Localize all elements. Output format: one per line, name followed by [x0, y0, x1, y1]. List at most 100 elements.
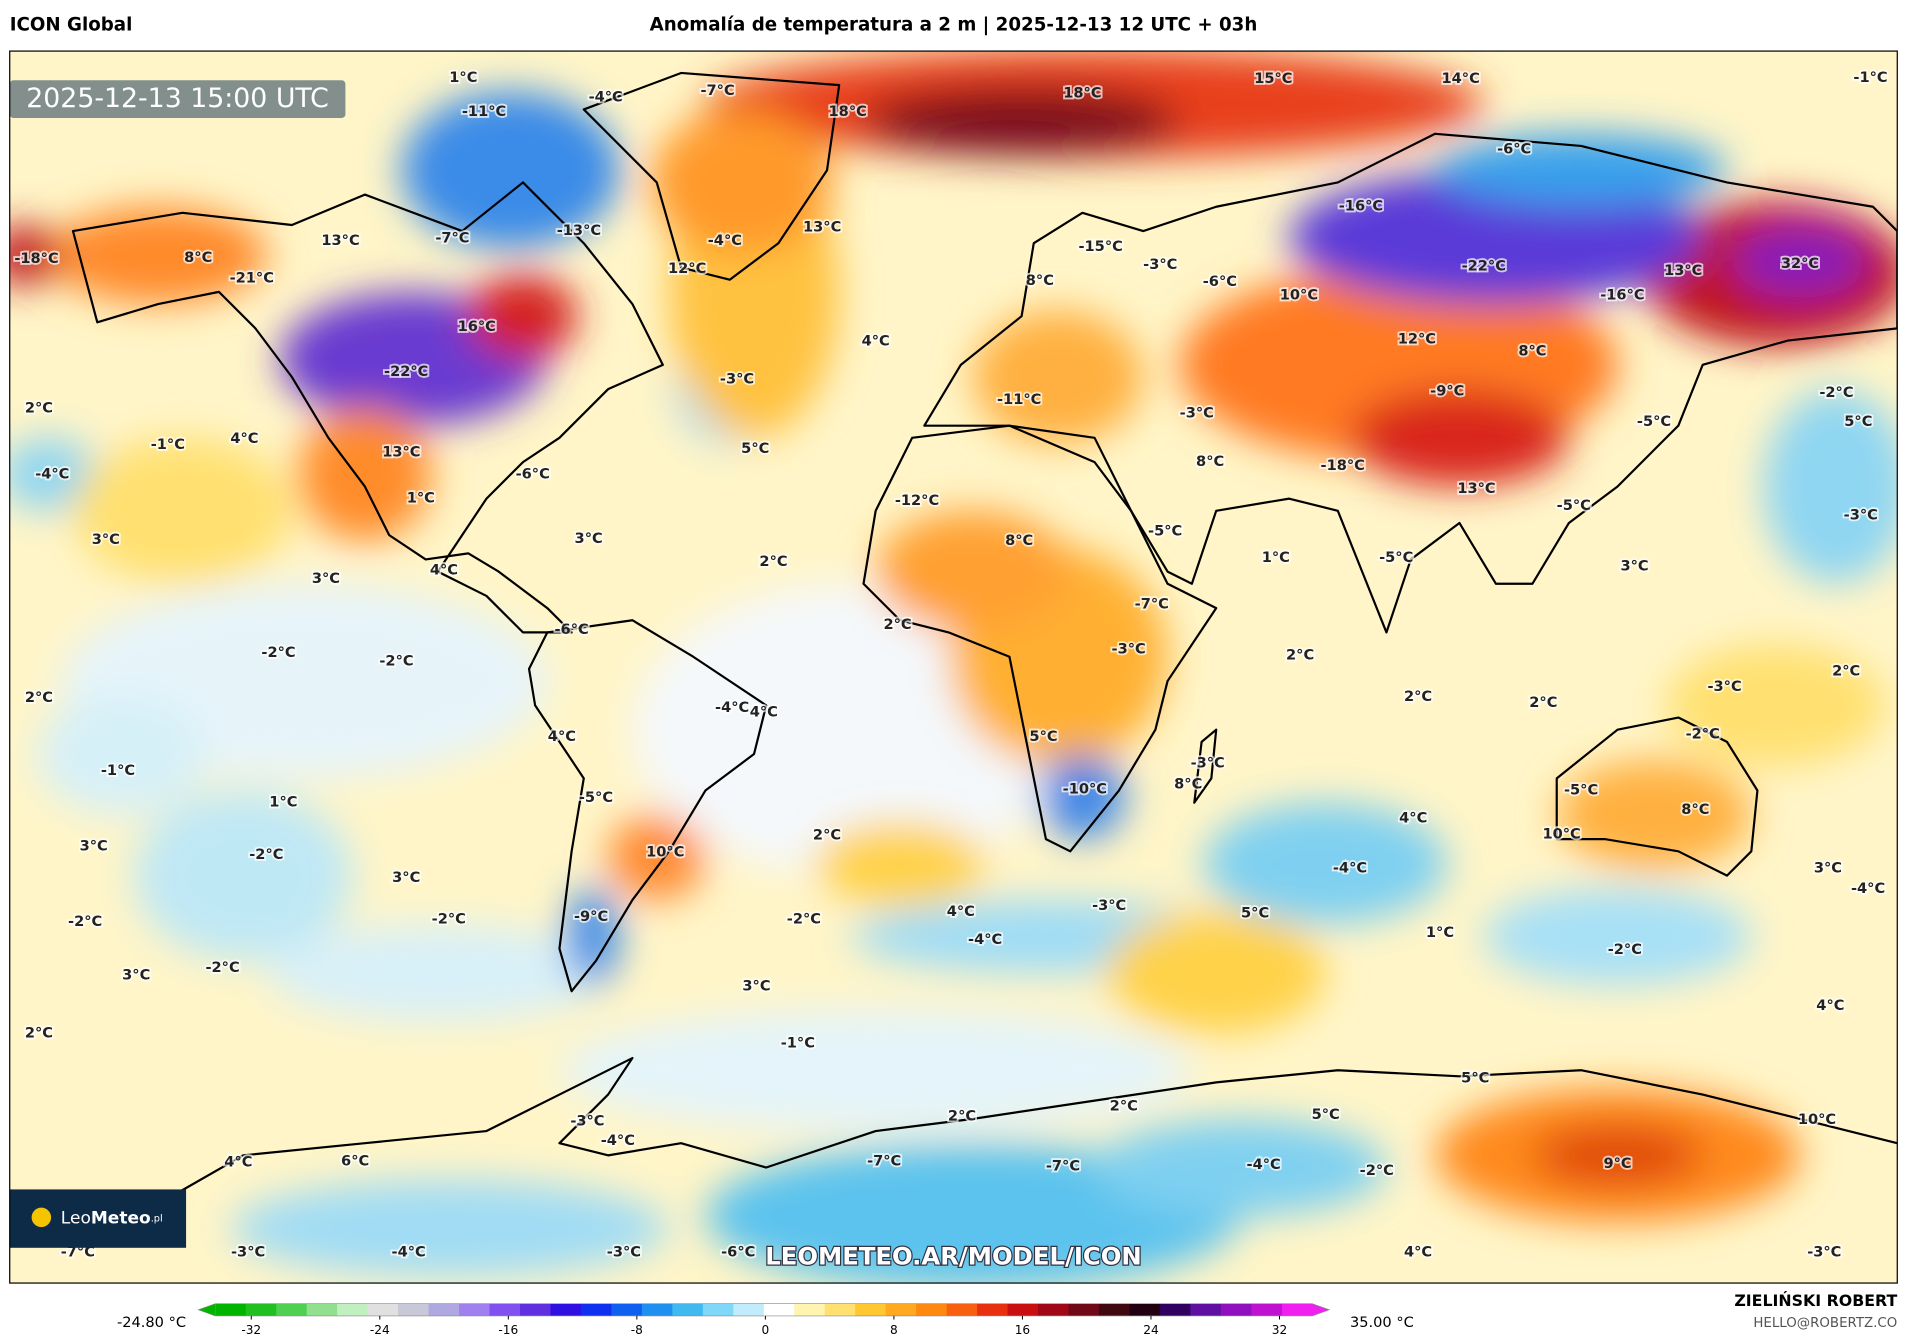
colorbar-swatch	[1038, 1303, 1070, 1316]
author: ZIELIŃSKI ROBERT	[1734, 1291, 1897, 1310]
temperature-label: 2°C	[1110, 1098, 1138, 1115]
temperature-label: 2°C	[25, 400, 53, 417]
temperature-label: -9°C	[574, 908, 608, 925]
temperature-label: 2°C	[883, 616, 911, 633]
temperature-label: 3°C	[392, 869, 420, 886]
temperature-label: -2°C	[1360, 1162, 1394, 1179]
timestamp-box	[9, 80, 346, 118]
temperature-label: 8°C	[1681, 801, 1709, 818]
colorbar-swatch	[245, 1303, 277, 1316]
temperature-label: -1°C	[101, 762, 135, 779]
colorbar-swatch	[276, 1303, 308, 1316]
map: 1°C -4°C -7°C 18°C 18°C 15°C 14°C -1°C -11°C -6°C…	[9, 51, 1898, 1284]
temperature-label: -2°C	[1608, 941, 1642, 958]
colorbar-swatch	[1129, 1303, 1161, 1316]
temperature-label: -3°C	[570, 1112, 604, 1129]
colorbar-swatch	[398, 1303, 430, 1316]
temperature-label: 3°C	[1814, 859, 1842, 876]
temperature-label: -3°C	[607, 1244, 641, 1261]
logo-leo: Leo	[61, 1209, 91, 1229]
colorbar-swatch	[733, 1303, 765, 1316]
temperature-label: -3°C	[720, 370, 754, 387]
temperature-label: -5°C	[579, 789, 613, 806]
temperature-label: -3°C	[1707, 678, 1741, 695]
temperature-label: 4°C	[1816, 997, 1844, 1014]
temperature-label: -6°C	[721, 1244, 755, 1261]
temperature-label: -7°C	[700, 82, 734, 99]
colorbar-swatch	[367, 1303, 399, 1316]
temperature-label: 12°C	[1398, 330, 1436, 347]
temperature-label: -2°C	[261, 644, 295, 661]
map-labels: 1°C -4°C -7°C 18°C 18°C 15°C 14°C -1°C -11°C -6°C…	[12, 67, 1889, 1262]
temperature-label: -2°C	[787, 910, 821, 927]
model-name: ICON Global	[10, 15, 133, 36]
temperature-label: 9°C	[1603, 1155, 1631, 1172]
temperature-label: -2°C	[1819, 384, 1853, 401]
colorbar-swatch	[824, 1303, 856, 1316]
temperature-label: -1°C	[1853, 69, 1887, 86]
temperature-label: 13°C	[321, 232, 359, 249]
temperature-label: -9°C	[1430, 383, 1464, 400]
temperature-label: 2°C	[813, 827, 841, 844]
temperature-label: -1°C	[151, 436, 185, 453]
temperature-label: 10°C	[1280, 287, 1318, 304]
temperature-label: -11°C	[997, 391, 1041, 408]
temperature-label: 10°C	[1542, 825, 1580, 842]
temperature-label: 1°C	[407, 490, 435, 507]
colorbar-swatch	[794, 1303, 826, 1316]
temperature-label: -5°C	[1557, 497, 1591, 514]
colorbar-tick-label: 16	[1015, 1323, 1030, 1337]
colorbar-outline	[197, 1303, 1331, 1317]
temperature-label: -2°C	[249, 846, 283, 863]
colorbar-swatch	[1068, 1303, 1100, 1316]
temperature-label: 5°C	[1312, 1106, 1340, 1123]
colorbar-swatch	[1220, 1303, 1252, 1316]
logo-meteo: Meteo	[91, 1209, 151, 1229]
temperature-label: 32°C	[1781, 255, 1819, 272]
temperature-label: 8°C	[184, 249, 212, 266]
temperature-label: -3°C	[1180, 404, 1214, 421]
map-title: Anomalía de temperatura a 2 m | 2025-12-…	[650, 15, 1258, 36]
logo-domain: .pl	[151, 1214, 163, 1225]
colorbar-max-label: 35.00 °C	[1350, 1314, 1414, 1331]
temperature-label: 2°C	[1286, 647, 1314, 664]
temperature-label: -18°C	[14, 250, 58, 267]
temperature-label: -5°C	[1637, 413, 1671, 430]
temperature-label: -18°C	[1321, 457, 1365, 474]
temperature-label: -4°C	[392, 1244, 426, 1261]
colorbar-swatch	[519, 1303, 552, 1316]
temperature-label: -4°C	[708, 232, 742, 249]
colorbar-swatch	[1281, 1303, 1313, 1316]
temperature-label: -4°C	[1247, 1156, 1281, 1173]
temperature-label: 3°C	[312, 570, 340, 587]
temperature-label: -16°C	[1339, 198, 1383, 215]
temperature-label: -6°C	[1203, 273, 1237, 290]
temperature-label: -7°C	[435, 229, 469, 246]
colorbar-tick-label: 24	[1143, 1323, 1159, 1337]
temperature-label: -10°C	[1063, 780, 1107, 797]
colorbar-swatch	[337, 1303, 369, 1316]
temperature-label: 18°C	[829, 103, 867, 120]
temperature-label: -4°C	[1851, 880, 1885, 897]
temperature-label: 4°C	[862, 333, 890, 350]
temperature-label: -2°C	[432, 910, 466, 927]
temperature-label: 5°C	[1241, 904, 1269, 921]
colorbar-swatch	[855, 1303, 887, 1316]
email: HELLO@ROBERTZ.CO	[1753, 1316, 1897, 1331]
temperature-label: -4°C	[35, 465, 69, 482]
temperature-label: -5°C	[1379, 549, 1413, 566]
temperature-label: -4°C	[589, 88, 623, 105]
colorbar: -32 -24 -16 -8 0 8 16 24 32	[197, 1303, 1331, 1337]
temperature-label: 4°C	[230, 430, 258, 447]
temperature-label: 2°C	[1832, 662, 1860, 679]
temperature-label: -21°C	[230, 270, 274, 287]
temperature-label: -7°C	[1046, 1157, 1080, 1174]
temperature-label: 10°C	[1798, 1111, 1836, 1128]
colorbar-tick-label: 8	[890, 1323, 898, 1337]
temperature-label: 8°C	[1005, 532, 1033, 549]
temperature-label: -4°C	[601, 1132, 635, 1149]
temperature-label: 13°C	[803, 218, 841, 235]
colorbar-swatch	[916, 1303, 948, 1316]
temperature-label: -3°C	[1092, 897, 1126, 914]
